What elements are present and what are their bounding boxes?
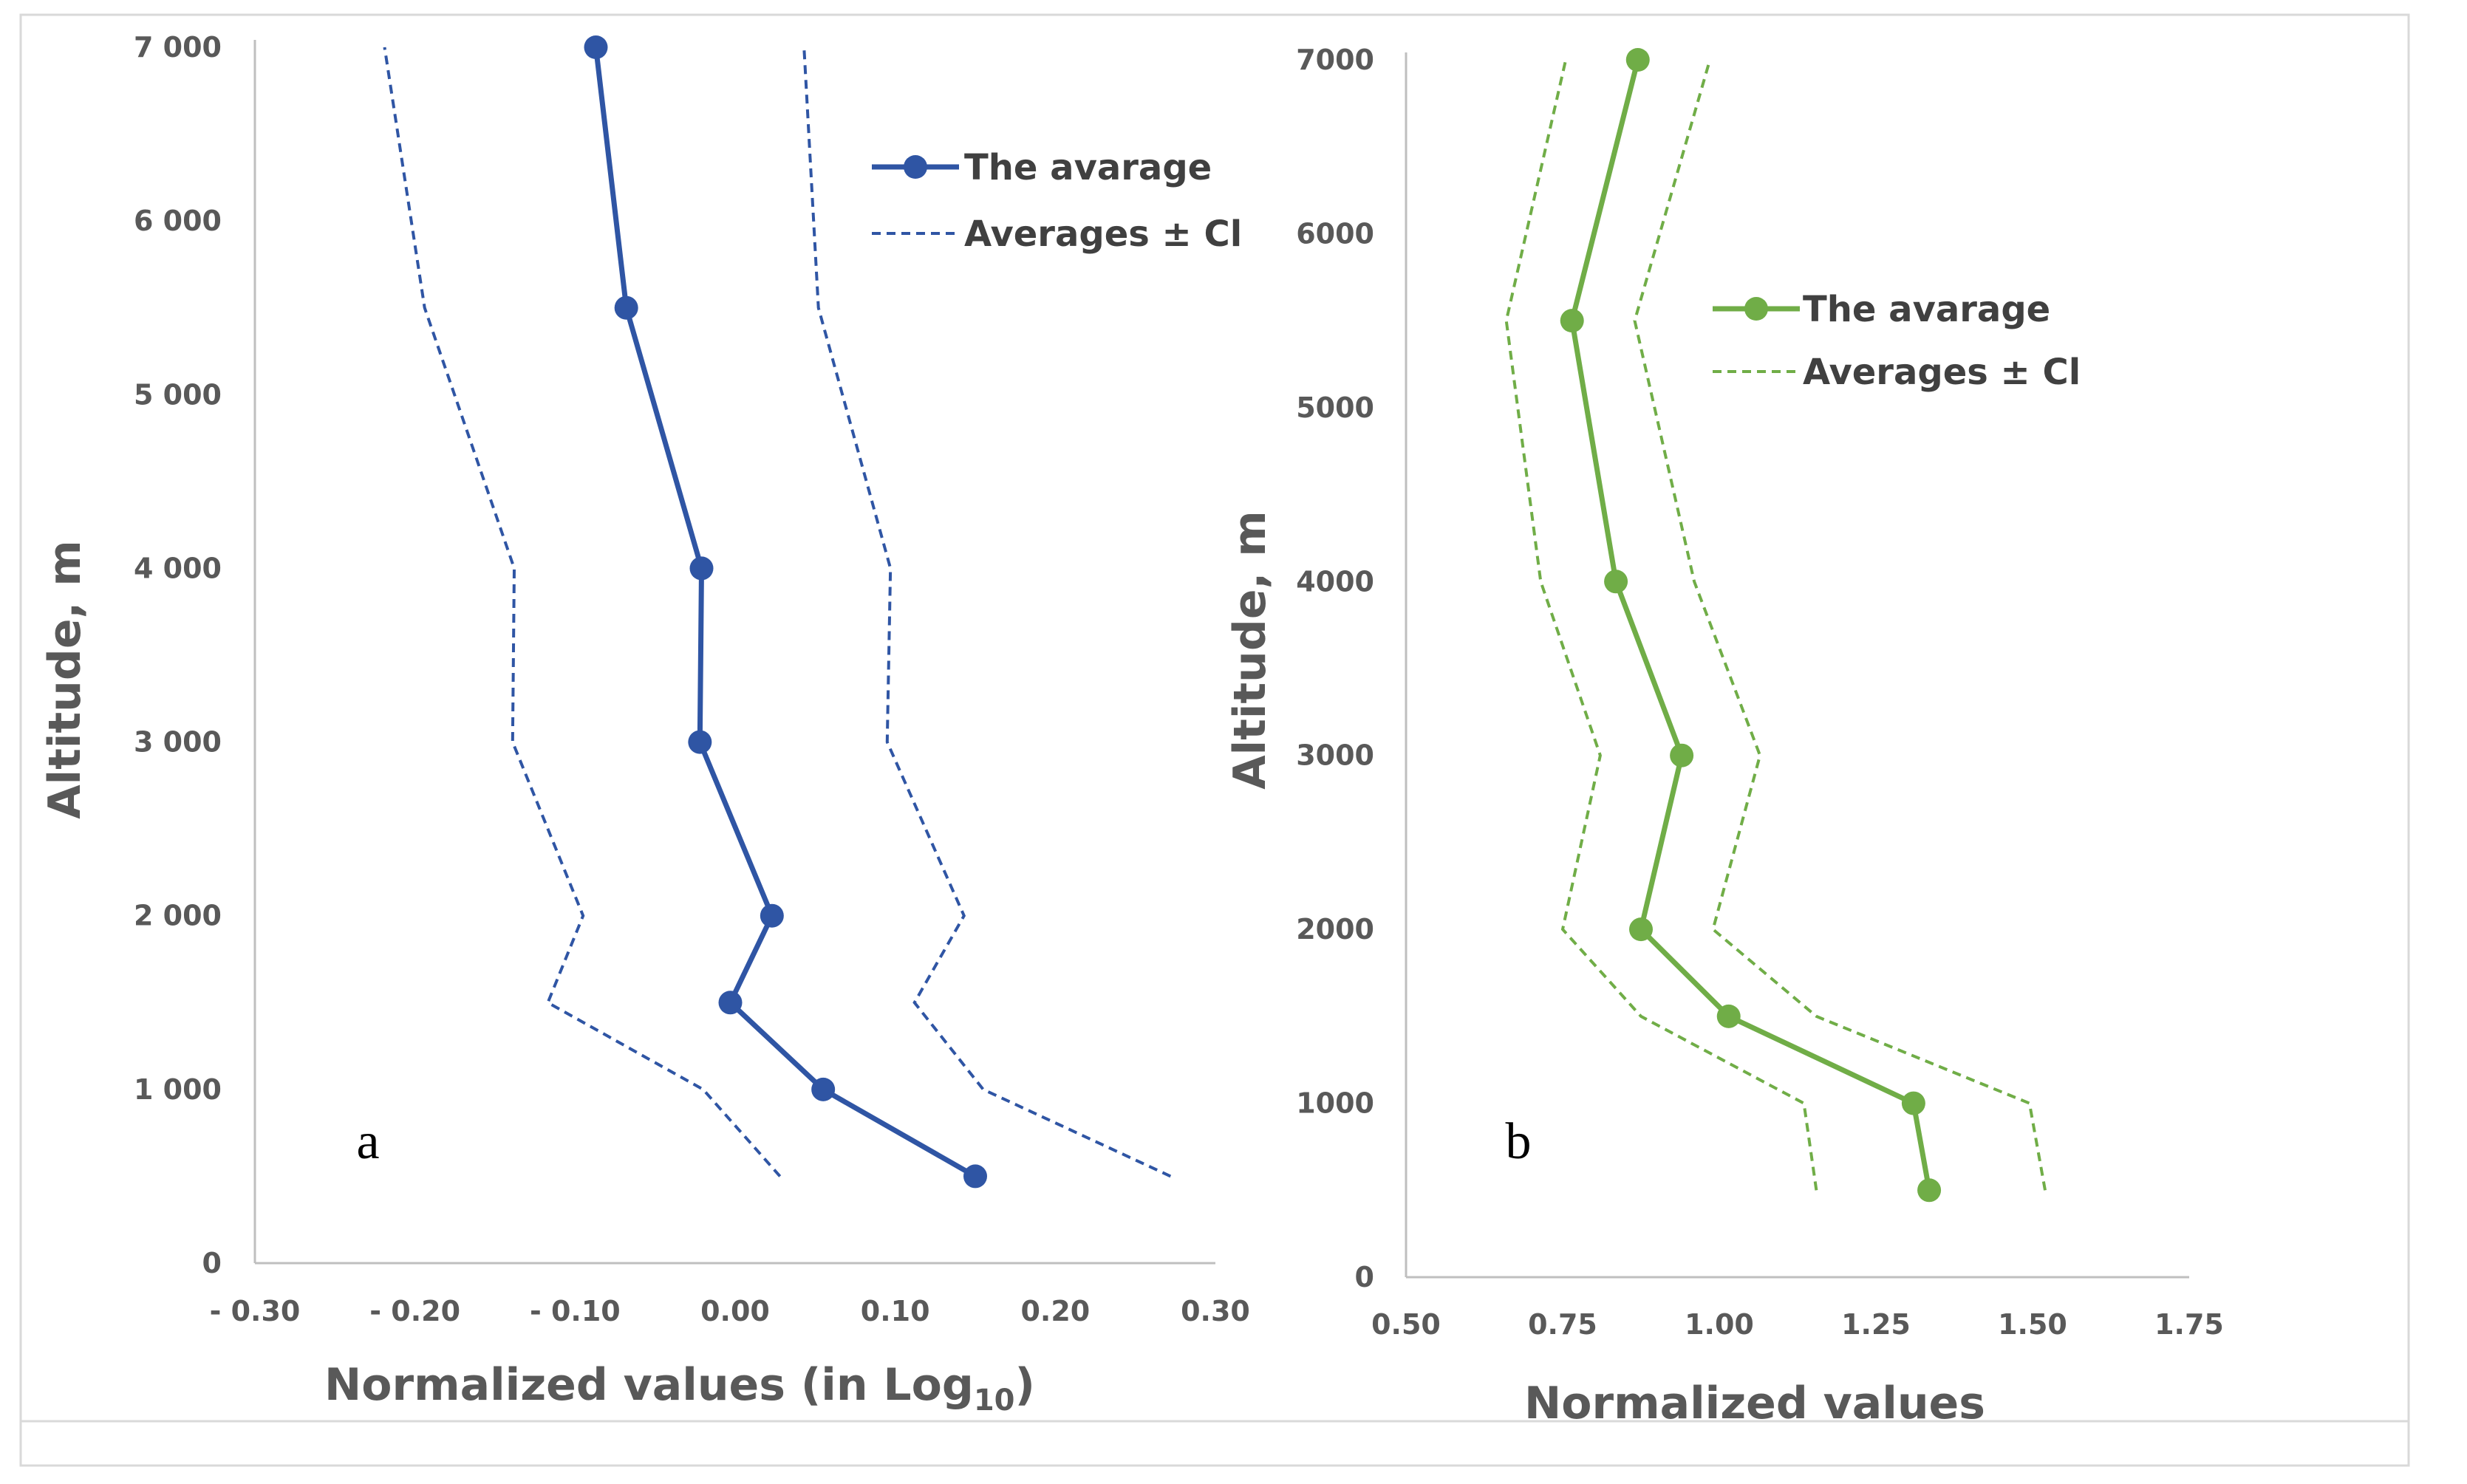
average-point — [584, 35, 608, 59]
x-tick-label: 1.50 — [1998, 1308, 2067, 1341]
x-axis-title: Normalized values — [1524, 1378, 1985, 1429]
average-point — [1560, 309, 1584, 333]
y-tick-label: 5 000 — [134, 378, 222, 411]
y-axis-title: Altitude, m — [1224, 510, 1276, 790]
average-line — [1569, 59, 1932, 1191]
average-point — [1917, 1178, 1942, 1203]
average-point — [1629, 917, 1653, 942]
outer-frame — [19, 13, 2410, 1467]
average-point — [689, 556, 714, 581]
x-tick-label: 0.50 — [1371, 1308, 1441, 1341]
legend-average-label: The avarage — [964, 147, 1212, 188]
y-tick-label: 0 — [202, 1247, 222, 1279]
average-point — [1716, 1004, 1741, 1028]
legend-average-marker — [904, 155, 927, 179]
panel-label: b — [1506, 1113, 1532, 1170]
y-tick-label: 5000 — [1296, 391, 1374, 424]
y-tick-label: 1000 — [1296, 1087, 1374, 1120]
panel-a: 0 1 000 2 000 3 000 4 000 5 000 6 000 7 000 - 0.… — [39, 31, 1250, 1418]
average-point — [688, 730, 712, 754]
y-tick-label: 2 000 — [134, 900, 222, 932]
y-tick-label: 3 000 — [134, 726, 222, 759]
x-tick-label: - 0.10 — [530, 1295, 621, 1327]
average-point — [614, 295, 638, 320]
x-tick-label: 0.75 — [1528, 1308, 1597, 1341]
x-tick-label: 1.75 — [2154, 1308, 2224, 1341]
legend-average-marker — [1744, 297, 1768, 321]
x-tick-label: 0.10 — [861, 1295, 930, 1327]
legend-ci-label: Averages ± Cl — [1803, 352, 2081, 393]
y-tick-label: 6 000 — [134, 205, 222, 237]
y-tick-label: 4 000 — [134, 552, 222, 584]
ci-bound-line — [1633, 59, 2047, 1191]
y-tick-label: 6000 — [1296, 217, 1374, 250]
ci-bound-line — [802, 47, 1172, 1178]
y-tick-label: 7 000 — [134, 31, 222, 64]
average-line — [593, 47, 977, 1179]
x-tick-label: 1.25 — [1841, 1308, 1911, 1341]
ci-bound-line — [383, 47, 782, 1177]
average-point — [1670, 743, 1694, 767]
y-tick-label: 0 — [1355, 1261, 1374, 1293]
legend-ci-label: Averages ± Cl — [964, 213, 1242, 255]
average-point — [1604, 570, 1628, 594]
x-axis-title: Normalized values (in Log10) — [324, 1359, 1035, 1418]
x-tick-label: 0.00 — [700, 1295, 770, 1327]
average-point — [718, 991, 743, 1015]
y-tick-label: 4000 — [1296, 565, 1374, 598]
average-point — [963, 1164, 987, 1189]
x-tick-label: 0.20 — [1020, 1295, 1090, 1327]
average-point — [760, 903, 784, 928]
y-tick-label: 2000 — [1296, 913, 1374, 946]
average-point — [1901, 1091, 1925, 1115]
average-point — [1625, 48, 1650, 72]
legend-average-label: The avarage — [1803, 289, 2050, 330]
x-tick-label: - 0.30 — [210, 1295, 301, 1327]
ci-bound-line — [1504, 59, 1818, 1191]
x-tick-label: 0.30 — [1181, 1295, 1250, 1327]
panel-label: a — [356, 1113, 379, 1170]
y-tick-label: 3000 — [1296, 739, 1374, 772]
panel-b: 0 1000 2000 3000 4000 5000 6000 7000 0.50 0.75 1.0… — [1224, 44, 2224, 1429]
average-point — [811, 1077, 836, 1101]
x-tick-label: - 0.20 — [369, 1295, 460, 1327]
y-tick-label: 1 000 — [134, 1073, 222, 1106]
x-axis-title-subscript: 10 — [974, 1384, 1015, 1418]
x-tick-label: 1.00 — [1685, 1308, 1754, 1341]
x-axis-title-suffix: ) — [1015, 1359, 1035, 1411]
y-tick-label: 7000 — [1296, 44, 1374, 76]
y-axis-title: Altitude, m — [39, 540, 91, 819]
